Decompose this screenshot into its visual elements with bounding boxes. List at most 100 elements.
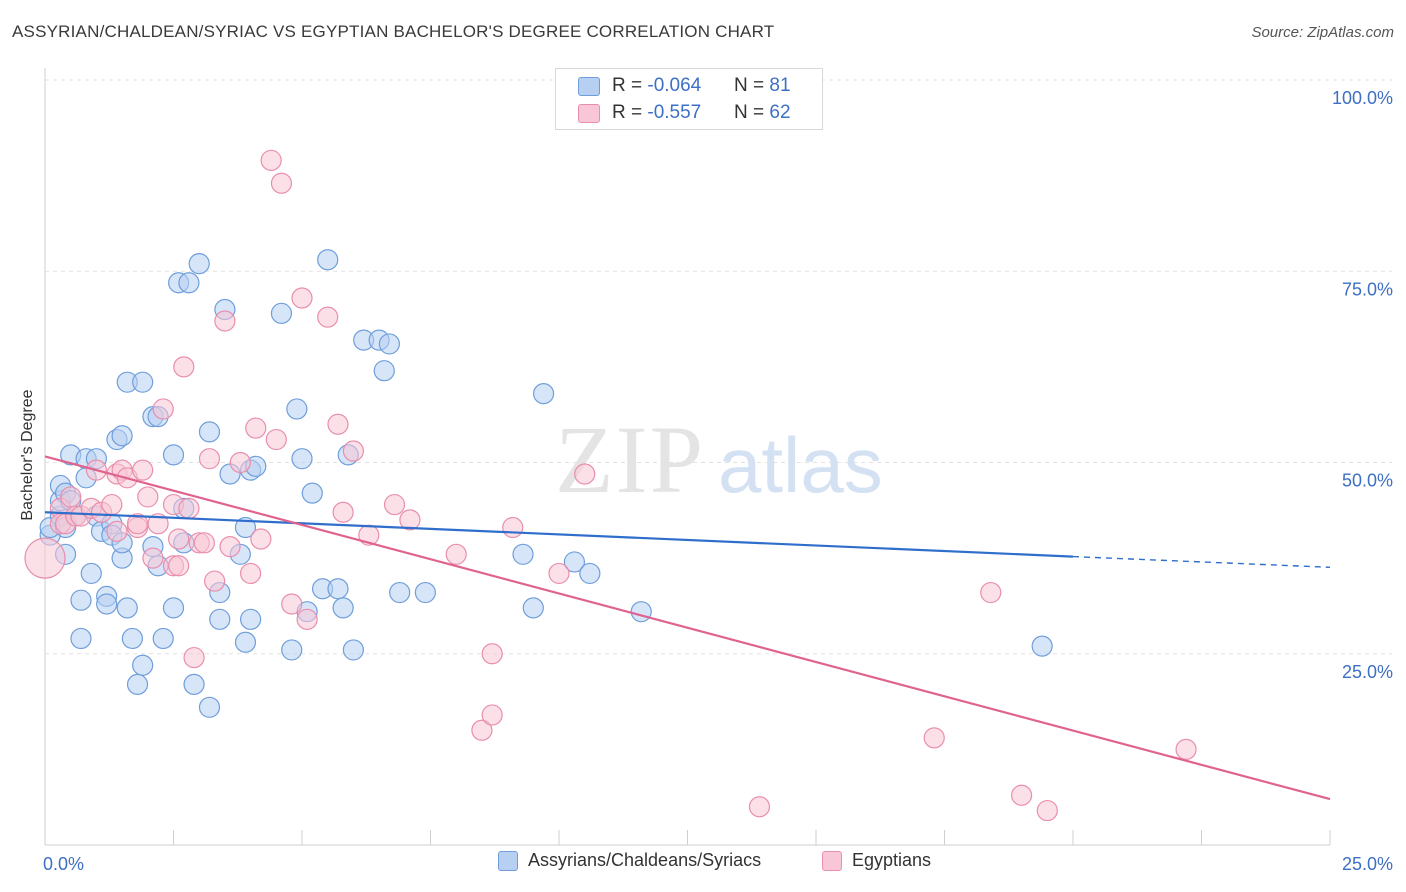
assyrians-point xyxy=(414,581,436,604)
assyrians-point xyxy=(96,593,118,615)
assyrians-point xyxy=(291,448,313,470)
assyrians-point xyxy=(1031,635,1053,657)
series-legend: Assyrians/Chaldeans/Syriacs Egyptians xyxy=(0,850,1406,880)
series-assyrians-points xyxy=(39,249,1053,718)
egyptians-point xyxy=(229,451,251,474)
assyrians-point xyxy=(132,654,154,676)
y-tick-label: 25.0% xyxy=(1342,662,1393,682)
egyptians-point xyxy=(137,486,159,508)
assyrians-point xyxy=(80,562,102,585)
x-tick-label: 0.0% xyxy=(43,854,84,874)
egyptians-point xyxy=(296,608,318,630)
y-tick-label: 100.0% xyxy=(1332,88,1393,108)
assyrians-point xyxy=(563,551,586,573)
legend-item-egyptians[interactable]: Egyptians xyxy=(822,850,931,871)
assyrians-point xyxy=(327,578,349,600)
egyptians-point xyxy=(168,528,190,550)
egyptians-point xyxy=(502,516,524,539)
legend-swatch-blue xyxy=(578,76,600,96)
egyptians-point xyxy=(332,501,354,523)
assyrians-point xyxy=(281,639,303,661)
source-label: Source: ZipAtlas.com xyxy=(1251,24,1394,41)
assyrians-point xyxy=(162,597,185,619)
series-egyptians-points xyxy=(24,149,1197,822)
assyrians-point xyxy=(522,597,544,619)
y-tick-label: 50.0% xyxy=(1342,471,1393,491)
egyptians-point xyxy=(101,493,123,516)
egyptians-point xyxy=(240,562,262,585)
assyrians-point xyxy=(132,371,154,393)
egyptians-point xyxy=(327,413,349,435)
egyptians-point xyxy=(291,287,313,309)
assyrians-point xyxy=(286,398,308,420)
egyptians-point xyxy=(265,428,287,451)
legend-r-value: -0.064 xyxy=(647,75,702,96)
assyrians-point xyxy=(234,631,257,653)
watermark-atlas: atlas xyxy=(718,421,883,509)
legend-n-value: 62 xyxy=(769,102,791,123)
assyrians-point xyxy=(342,639,364,661)
egyptians-point xyxy=(250,528,272,550)
legend-n-label: N = xyxy=(734,102,765,123)
watermark-zip: ZIP xyxy=(555,406,705,513)
assyrians-point xyxy=(234,516,257,539)
legend-n-value: 81 xyxy=(769,75,791,96)
legend-r-label: R = xyxy=(612,75,648,96)
egyptians-point xyxy=(147,513,169,535)
grid-lines xyxy=(45,79,1392,655)
egyptians-point xyxy=(168,555,190,577)
egyptians-point xyxy=(142,547,164,569)
egyptians-point xyxy=(342,440,364,462)
legend-label-assyrians: Assyrians/Chaldeans/Syriacs xyxy=(528,850,762,870)
egyptians-point xyxy=(178,497,200,519)
egyptians-point xyxy=(152,398,174,420)
assyrians-point xyxy=(389,581,411,604)
assyrians-point xyxy=(532,383,555,405)
egyptians-point xyxy=(270,172,293,194)
assyrians-point xyxy=(162,444,185,466)
legend-r-value: -0.557 xyxy=(647,102,702,123)
egyptians-point xyxy=(204,570,226,592)
egyptians-point xyxy=(481,704,503,726)
trend-line-extension xyxy=(1072,555,1331,569)
assyrians-point xyxy=(111,425,133,447)
egyptians-point xyxy=(214,310,236,332)
chart-title: ASSYRIAN/CHALDEAN/SYRIAC VS EGYPTIAN BAC… xyxy=(12,22,775,41)
legend-r-label: R = xyxy=(612,102,648,123)
egyptians-point xyxy=(548,562,570,585)
assyrians-point xyxy=(183,673,205,695)
legend-item-assyrians[interactable]: Assyrians/Chaldeans/Syriacs xyxy=(498,850,761,871)
legend-label-egyptians: Egyptians xyxy=(852,850,932,870)
assyrians-point xyxy=(270,302,293,324)
assyrians-point xyxy=(70,589,92,611)
assyrians-point xyxy=(178,272,200,294)
assyrians-point xyxy=(378,333,400,355)
egyptians-point xyxy=(1010,784,1033,806)
assyrians-point xyxy=(579,562,601,585)
egyptians-point xyxy=(445,543,467,565)
egyptians-point xyxy=(317,306,339,328)
egyptians-point xyxy=(198,448,221,470)
correlation-legend: R = -0.064 N = 81 R = -0.557 N = 62 xyxy=(555,68,823,130)
assyrians-point xyxy=(152,627,174,650)
assyrians-point xyxy=(317,249,339,271)
assyrians-point xyxy=(332,597,354,619)
assyrians-point xyxy=(198,421,221,443)
egyptians-point xyxy=(1175,738,1197,760)
x-tick-label: 25.0% xyxy=(1342,854,1393,874)
legend-swatch-pink xyxy=(822,850,842,871)
assyrians-point xyxy=(70,627,92,650)
egyptians-point xyxy=(1036,799,1058,822)
assyrians-point xyxy=(116,597,138,619)
assyrians-point xyxy=(121,627,143,650)
trend-line xyxy=(44,511,1074,558)
egyptians-point xyxy=(980,581,1002,604)
assyrians-point xyxy=(373,360,395,382)
egyptians-point xyxy=(173,356,195,378)
assyrians-point xyxy=(126,673,149,695)
egyptians-point xyxy=(481,643,503,665)
trend-lines xyxy=(44,455,1331,801)
assyrians-point xyxy=(630,601,652,623)
legend-n-label: N = xyxy=(734,75,765,96)
